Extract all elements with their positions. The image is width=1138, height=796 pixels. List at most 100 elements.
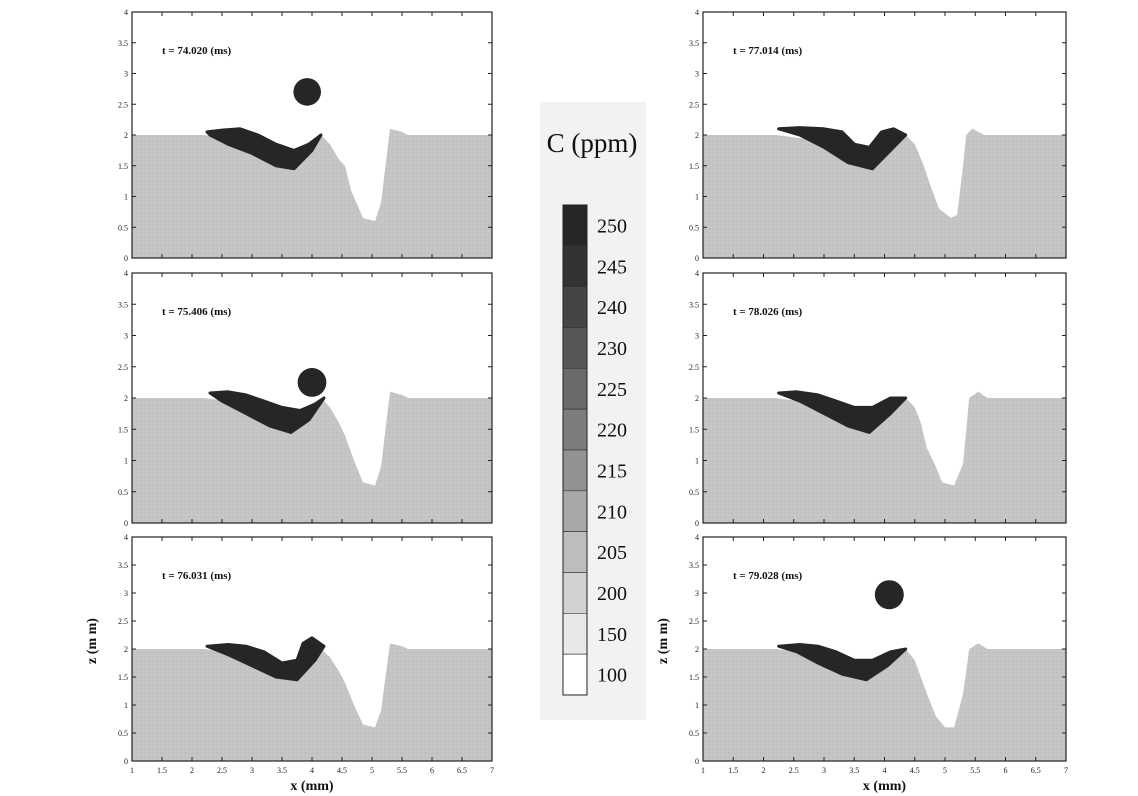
y-tick-label: 0.5 bbox=[118, 488, 128, 497]
y-tick-label: 2 bbox=[695, 394, 699, 403]
colorbar-level-label: 250 bbox=[597, 215, 627, 237]
y-tick-label: 3 bbox=[695, 332, 699, 341]
solute-region bbox=[205, 636, 326, 682]
x-tick-label: 4.5 bbox=[337, 766, 347, 775]
y-axis-label: z (m m) bbox=[85, 618, 100, 664]
y-tick-label: 0 bbox=[124, 757, 128, 766]
panel-left-1: 0 0.5 1 1.5 2 2.5 3 3.5 4 t = 74.020 (ms) bbox=[118, 8, 493, 263]
y-tick-label: 3 bbox=[124, 70, 128, 79]
colorbar-level-label: 220 bbox=[597, 420, 627, 442]
y-tick-label: 1.5 bbox=[689, 425, 699, 434]
y-tick-label: 1.5 bbox=[689, 162, 699, 171]
x-tick-label: 5.5 bbox=[970, 766, 980, 775]
colorbar-swatch bbox=[562, 653, 588, 696]
colorbar-swatch bbox=[562, 286, 588, 328]
panel-left-3: 0 0.5 1 1.5 2 2.5 3 3.5 4 1 1.5 2 2.5 3 3.5 4 4.5 5 5.5 6 6.… bbox=[85, 533, 494, 794]
y-tick-label: 3 bbox=[695, 589, 699, 598]
colorbar-level-label: 215 bbox=[597, 460, 627, 482]
y-tick-label: 2 bbox=[124, 645, 128, 654]
y-tick-label: 4 bbox=[695, 533, 699, 542]
droplet bbox=[874, 580, 904, 610]
y-tick-label: 0 bbox=[695, 254, 699, 263]
colorbar-level-label: 225 bbox=[597, 379, 627, 401]
y-tick-label: 0 bbox=[124, 519, 128, 528]
solute-region bbox=[777, 390, 908, 434]
y-tick-label: 3.5 bbox=[118, 561, 128, 570]
x-tick-label: 6 bbox=[1004, 766, 1008, 775]
y-tick-label: 3 bbox=[124, 589, 128, 598]
colorbar-level-label: 240 bbox=[597, 297, 627, 319]
y-tick-label: 0.5 bbox=[689, 488, 699, 497]
x-tick-label: 7 bbox=[490, 766, 494, 775]
solute-region bbox=[777, 126, 908, 171]
y-tick-label: 4 bbox=[124, 8, 128, 17]
droplet bbox=[293, 78, 322, 106]
colorbar-frame bbox=[562, 204, 588, 696]
panel-right-1: 0 0.5 1 1.5 2 2.5 3 3.5 4 t = 77.014 (ms) bbox=[689, 8, 1067, 263]
time-label: t = 74.020 (ms) bbox=[162, 45, 232, 57]
colorbar-swatch bbox=[562, 245, 588, 287]
x-tick-label: 5.5 bbox=[397, 766, 407, 775]
colorbar-swatch bbox=[562, 612, 588, 655]
y-tick-label: 1.5 bbox=[118, 162, 128, 171]
y-tick-label: 0.5 bbox=[689, 729, 699, 738]
panels: 0 0.5 1 1.5 2 2.5 3 3.5 4 t = 74.020 (ms) 0 0.5 1 1.5… bbox=[85, 8, 1068, 794]
y-tick-label: 3.5 bbox=[118, 300, 128, 309]
panel-left-2: 0 0.5 1 1.5 2 2.5 3 3.5 4 t = 75.406 (ms) bbox=[118, 269, 493, 528]
colorbar-title: C (ppm) bbox=[547, 128, 638, 158]
melt-texture bbox=[132, 391, 492, 523]
x-tick-label: 2.5 bbox=[217, 766, 227, 775]
y-tick-label: 2.5 bbox=[118, 617, 128, 626]
solute-region bbox=[205, 127, 323, 171]
y-tick-label: 0 bbox=[695, 757, 699, 766]
droplet bbox=[297, 368, 327, 397]
melt-texture bbox=[703, 128, 1066, 258]
y-tick-label: 2.5 bbox=[689, 617, 699, 626]
x-tick-label: 2.5 bbox=[789, 766, 799, 775]
y-tick-label: 1 bbox=[124, 457, 128, 466]
time-label: t = 75.406 (ms) bbox=[162, 306, 232, 318]
y-tick-label: 1 bbox=[695, 457, 699, 466]
y-tick-label: 3.5 bbox=[689, 561, 699, 570]
y-tick-label: 3.5 bbox=[689, 39, 699, 48]
x-tick-label: 3 bbox=[250, 766, 254, 775]
colorbar-level-label: 210 bbox=[597, 501, 627, 523]
y-tick-label: 0.5 bbox=[689, 223, 699, 232]
melt-texture bbox=[703, 391, 1066, 523]
x-tick-label: 3 bbox=[822, 766, 826, 775]
colorbar-level-label: 230 bbox=[597, 338, 627, 360]
y-tick-label: 1 bbox=[124, 701, 128, 710]
y-tick-label: 0.5 bbox=[118, 223, 128, 232]
colorbar-swatch bbox=[562, 204, 588, 247]
colorbar-swatch bbox=[562, 367, 588, 410]
y-tick-label: 2 bbox=[695, 131, 699, 140]
colorbar-swatch bbox=[562, 531, 588, 573]
melt-texture bbox=[703, 643, 1066, 761]
y-tick-label: 3 bbox=[695, 70, 699, 79]
x-tick-label: 1 bbox=[701, 766, 705, 775]
y-tick-label: 2 bbox=[124, 394, 128, 403]
colorbar-level-label: 100 bbox=[597, 665, 627, 687]
melt-texture bbox=[132, 643, 492, 761]
colorbar: C (ppm) 250 245 240 230 225 220 215 210 205 200 15… bbox=[540, 102, 646, 720]
x-tick-label: 6 bbox=[430, 766, 434, 775]
x-axis-label: x (mm) bbox=[863, 779, 906, 794]
x-tick-label: 5 bbox=[943, 766, 947, 775]
y-tick-label: 1 bbox=[695, 193, 699, 202]
x-tick-label: 7 bbox=[1064, 766, 1068, 775]
x-tick-label: 3.5 bbox=[849, 766, 859, 775]
x-tick-label: 4 bbox=[310, 766, 314, 775]
y-tick-label: 2 bbox=[695, 645, 699, 654]
colorbar-swatch bbox=[562, 327, 588, 369]
y-tick-label: 3.5 bbox=[689, 300, 699, 309]
panel-right-2: 0 0.5 1 1.5 2 2.5 3 3.5 4 t = 78.026 (ms) bbox=[689, 269, 1067, 528]
x-tick-label: 4.5 bbox=[910, 766, 920, 775]
y-tick-label: 2.5 bbox=[118, 100, 128, 109]
y-tick-label: 4 bbox=[695, 8, 699, 17]
x-axis-label: x (mm) bbox=[290, 779, 333, 794]
panel-right-3: 0 0.5 1 1.5 2 2.5 3 3.5 4 1 1.5 2 2.5 3 3.5 4 4.5 5 5.5 6 6.… bbox=[656, 533, 1068, 794]
y-tick-label: 1.5 bbox=[689, 673, 699, 682]
y-tick-label: 4 bbox=[124, 269, 128, 278]
melt-texture bbox=[132, 128, 492, 258]
colorbar-swatch bbox=[562, 408, 588, 451]
